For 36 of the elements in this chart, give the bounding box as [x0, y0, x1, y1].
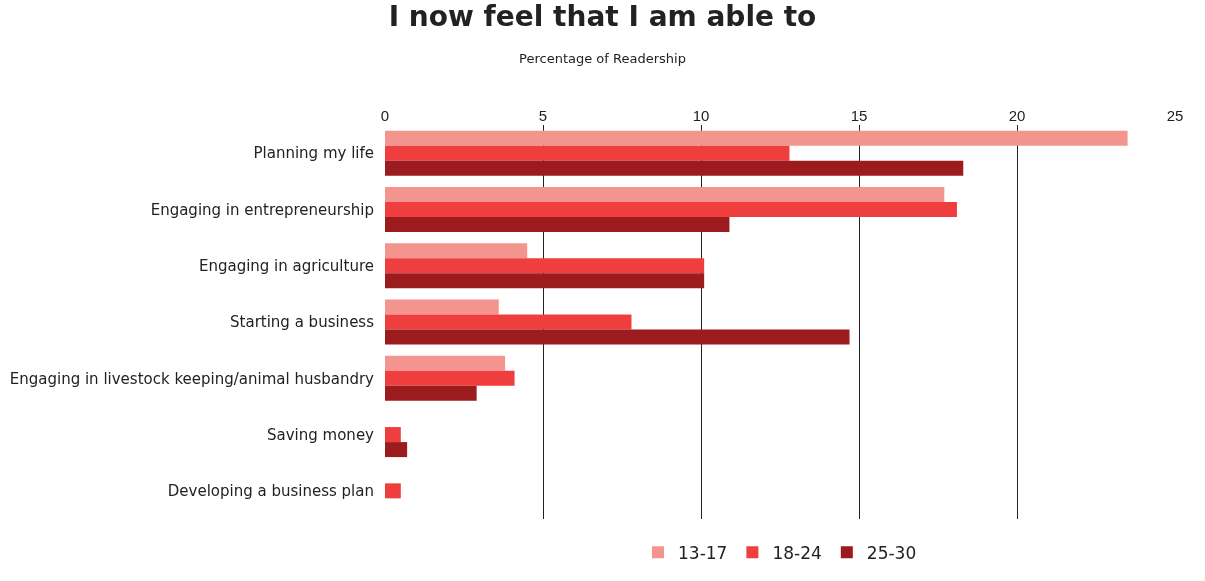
y-tick-label: Saving money: [267, 425, 375, 444]
y-tick-label: Engaging in livestock keeping/animal husbandry: [9, 369, 375, 388]
bar: [385, 370, 515, 386]
x-tick-label: 25: [1166, 107, 1184, 124]
bar: [385, 329, 850, 345]
y-tick-label: Developing a business plan: [167, 482, 374, 501]
x-tick-label: 0: [380, 107, 390, 124]
bar: [385, 273, 705, 289]
x-tick-label: 20: [1008, 107, 1026, 124]
bar: [385, 216, 730, 232]
x-tick-label: 10: [692, 107, 710, 124]
bar: [385, 258, 705, 274]
bar: [385, 186, 945, 202]
y-tick-label: Engaging in entrepreneurship: [150, 200, 374, 219]
bar: [385, 299, 499, 315]
chart-title: I now feel that I am able to: [388, 0, 817, 34]
y-tick-label: Starting a business: [230, 313, 375, 332]
bar: [385, 130, 1128, 146]
bar: [385, 145, 790, 161]
x-tick-label: 5: [538, 107, 548, 124]
bar: [385, 385, 477, 401]
bar: [385, 201, 957, 217]
bar: [385, 160, 964, 176]
bar: [385, 355, 506, 371]
bar: [385, 427, 401, 443]
bar: [385, 442, 408, 458]
bar: [385, 314, 632, 330]
bar: [385, 243, 528, 259]
y-tick-label: Planning my life: [253, 144, 374, 163]
legend-label: 13-17: [678, 542, 728, 563]
legend-label: 18-24: [772, 542, 822, 563]
bar: [385, 483, 401, 499]
y-tick-label: Engaging in agriculture: [198, 256, 374, 275]
chart-subtitle: Percentage of Readership: [519, 50, 686, 66]
x-tick-label: 15: [850, 107, 868, 124]
legend-label: 25-30: [866, 542, 917, 563]
